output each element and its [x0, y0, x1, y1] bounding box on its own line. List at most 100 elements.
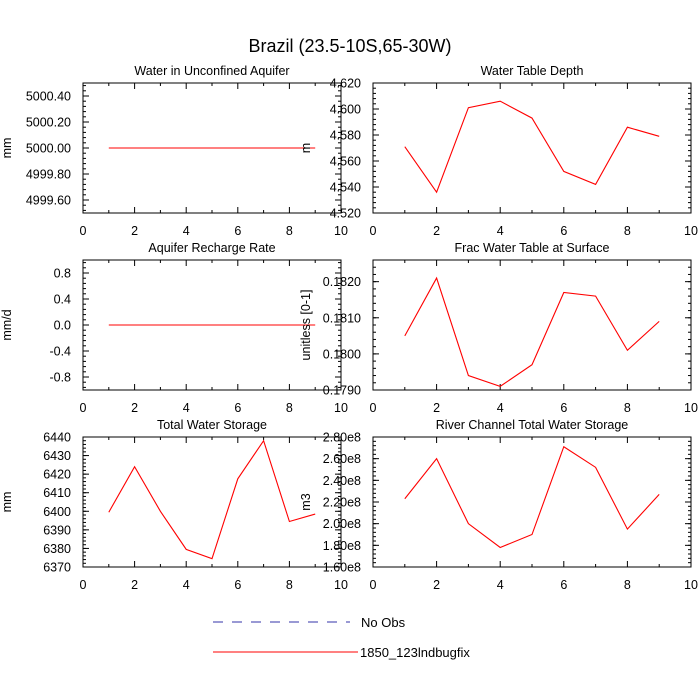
y-tick-label: 2.00e8	[323, 517, 361, 531]
y-tick-label: 6380	[43, 542, 71, 556]
y-tick-label: 4999.80	[26, 168, 71, 182]
x-tick-label: 4	[183, 578, 190, 592]
x-tick-label: 8	[624, 224, 631, 238]
y-tick-label: 6370	[43, 561, 71, 575]
panel-title: Water Table Depth	[481, 64, 584, 78]
y-tick-label: 0.1820	[323, 275, 361, 289]
x-tick-label: 8	[286, 401, 293, 415]
x-tick-label: 0	[370, 578, 377, 592]
y-tick-label: -0.4	[49, 345, 71, 359]
x-tick-label: 10	[334, 401, 348, 415]
y-tick-label: 6420	[43, 468, 71, 482]
x-tick-label: 0	[80, 578, 87, 592]
y-tick-label: 4.520	[330, 207, 361, 221]
plot-frame	[372, 436, 692, 568]
y-axis-label: mm/d	[0, 309, 14, 340]
panel-title: Total Water Storage	[157, 418, 267, 432]
panel-title: Aquifer Recharge Rate	[148, 241, 275, 255]
panels-group: Water in Unconfined Aquifer mm 0 2 4 6 8 10 4999…	[0, 64, 698, 592]
x-tick-label: 0	[370, 401, 377, 415]
x-tick-label: 0	[370, 224, 377, 238]
x-tick-label: 4	[497, 401, 504, 415]
x-tick-label: 4	[183, 224, 190, 238]
y-tick-label: 6390	[43, 523, 71, 537]
x-tick-label: 8	[624, 578, 631, 592]
x-tick-label: 2	[131, 224, 138, 238]
y-tick-label: 5000.20	[26, 116, 71, 130]
x-tick-label: 4	[497, 578, 504, 592]
y-tick-label: 1.60e8	[323, 561, 361, 575]
x-tick-label: 4	[183, 401, 190, 415]
x-tick-label: 6	[560, 224, 567, 238]
x-tick-label: 6	[560, 401, 567, 415]
x-tick-label: 10	[334, 224, 348, 238]
y-tick-label: 2.60e8	[323, 452, 361, 466]
panel-title: River Channel Total Water Storage	[436, 418, 629, 432]
series-line-1	[108, 439, 316, 560]
y-tick-label: 0.1790	[323, 384, 361, 398]
x-tick-label: 10	[334, 578, 348, 592]
y-tick-label: 4.580	[330, 129, 361, 143]
y-axis-label: unitless [0-1]	[299, 290, 313, 361]
panel-title: Frac Water Table at Surface	[455, 241, 610, 255]
chart-panel-1: Water in Unconfined Aquifer mm 0 2 4 6 8 10 4999…	[0, 64, 348, 238]
y-tick-label: 6410	[43, 486, 71, 500]
x-tick-label: 10	[684, 224, 698, 238]
figure-title: Brazil (23.5-10S,65-30W)	[248, 36, 451, 56]
x-tick-label: 2	[433, 578, 440, 592]
series-line-1	[404, 276, 660, 387]
y-tick-label: 2.20e8	[323, 496, 361, 510]
x-tick-label: 2	[433, 401, 440, 415]
x-tick-label: 2	[131, 401, 138, 415]
x-tick-label: 8	[624, 401, 631, 415]
x-tick-label: 8	[286, 224, 293, 238]
legend-label-no-obs: No Obs	[361, 615, 406, 630]
series-line-1	[404, 445, 660, 549]
chart-panel-5: Total Water Storage mm 0 2 4 6 8 10 6370 6380 6390…	[0, 418, 348, 592]
y-tick-label: 5000.40	[26, 90, 71, 104]
y-tick-label: 6440	[43, 431, 71, 445]
x-tick-label: 8	[286, 578, 293, 592]
y-tick-label: 4.600	[330, 103, 361, 117]
plot-frame	[372, 259, 692, 391]
x-tick-label: 6	[234, 224, 241, 238]
y-tick-label: 4.540	[330, 181, 361, 195]
y-tick-label: 4.560	[330, 155, 361, 169]
y-axis-label: mm	[0, 492, 14, 513]
y-tick-label: 0.1800	[323, 347, 361, 361]
chart-panel-4: Frac Water Table at Surface unitless [0-1…	[299, 241, 698, 415]
x-tick-label: 0	[80, 401, 87, 415]
y-tick-label: 6430	[43, 449, 71, 463]
y-tick-label: 0.8	[54, 267, 71, 281]
y-tick-label: 2.80e8	[323, 431, 361, 445]
chart-panel-2: Water Table Depth m 0 2 4 6 8 10 4.520 4.540 4.560…	[299, 64, 698, 238]
chart-panel-6: River Channel Total Water Storage m3 0 2 4 6 8…	[299, 418, 698, 592]
x-tick-label: 6	[234, 578, 241, 592]
y-tick-label: -0.8	[49, 371, 71, 385]
legend-label-model-run: 1850_123lndbugfix	[360, 645, 470, 660]
y-tick-label: 4.620	[330, 77, 361, 91]
y-tick-label: 0.4	[54, 293, 71, 307]
x-tick-label: 6	[234, 401, 241, 415]
x-tick-label: 10	[684, 401, 698, 415]
x-tick-label: 6	[560, 578, 567, 592]
plot-frame	[372, 82, 692, 214]
y-tick-label: 2.40e8	[323, 474, 361, 488]
y-axis-label: m3	[299, 493, 313, 510]
legend: No Obs 1850_123lndbugfix	[213, 615, 470, 660]
y-axis-label: m	[299, 143, 313, 153]
series-line-1	[404, 100, 660, 194]
chart-panel-3: Aquifer Recharge Rate mm/d 0 2 4 6 8 10 -0.8 -0.4…	[0, 241, 348, 415]
x-tick-label: 4	[497, 224, 504, 238]
x-tick-label: 2	[433, 224, 440, 238]
x-tick-label: 2	[131, 578, 138, 592]
y-tick-label: 5000.00	[26, 142, 71, 156]
y-tick-label: 4999.60	[26, 194, 71, 208]
panel-title: Water in Unconfined Aquifer	[134, 64, 289, 78]
y-tick-label: 0.0	[54, 319, 71, 333]
x-tick-label: 0	[80, 224, 87, 238]
x-tick-label: 10	[684, 578, 698, 592]
y-tick-label: 0.1810	[323, 311, 361, 325]
y-axis-label: mm	[0, 138, 14, 159]
